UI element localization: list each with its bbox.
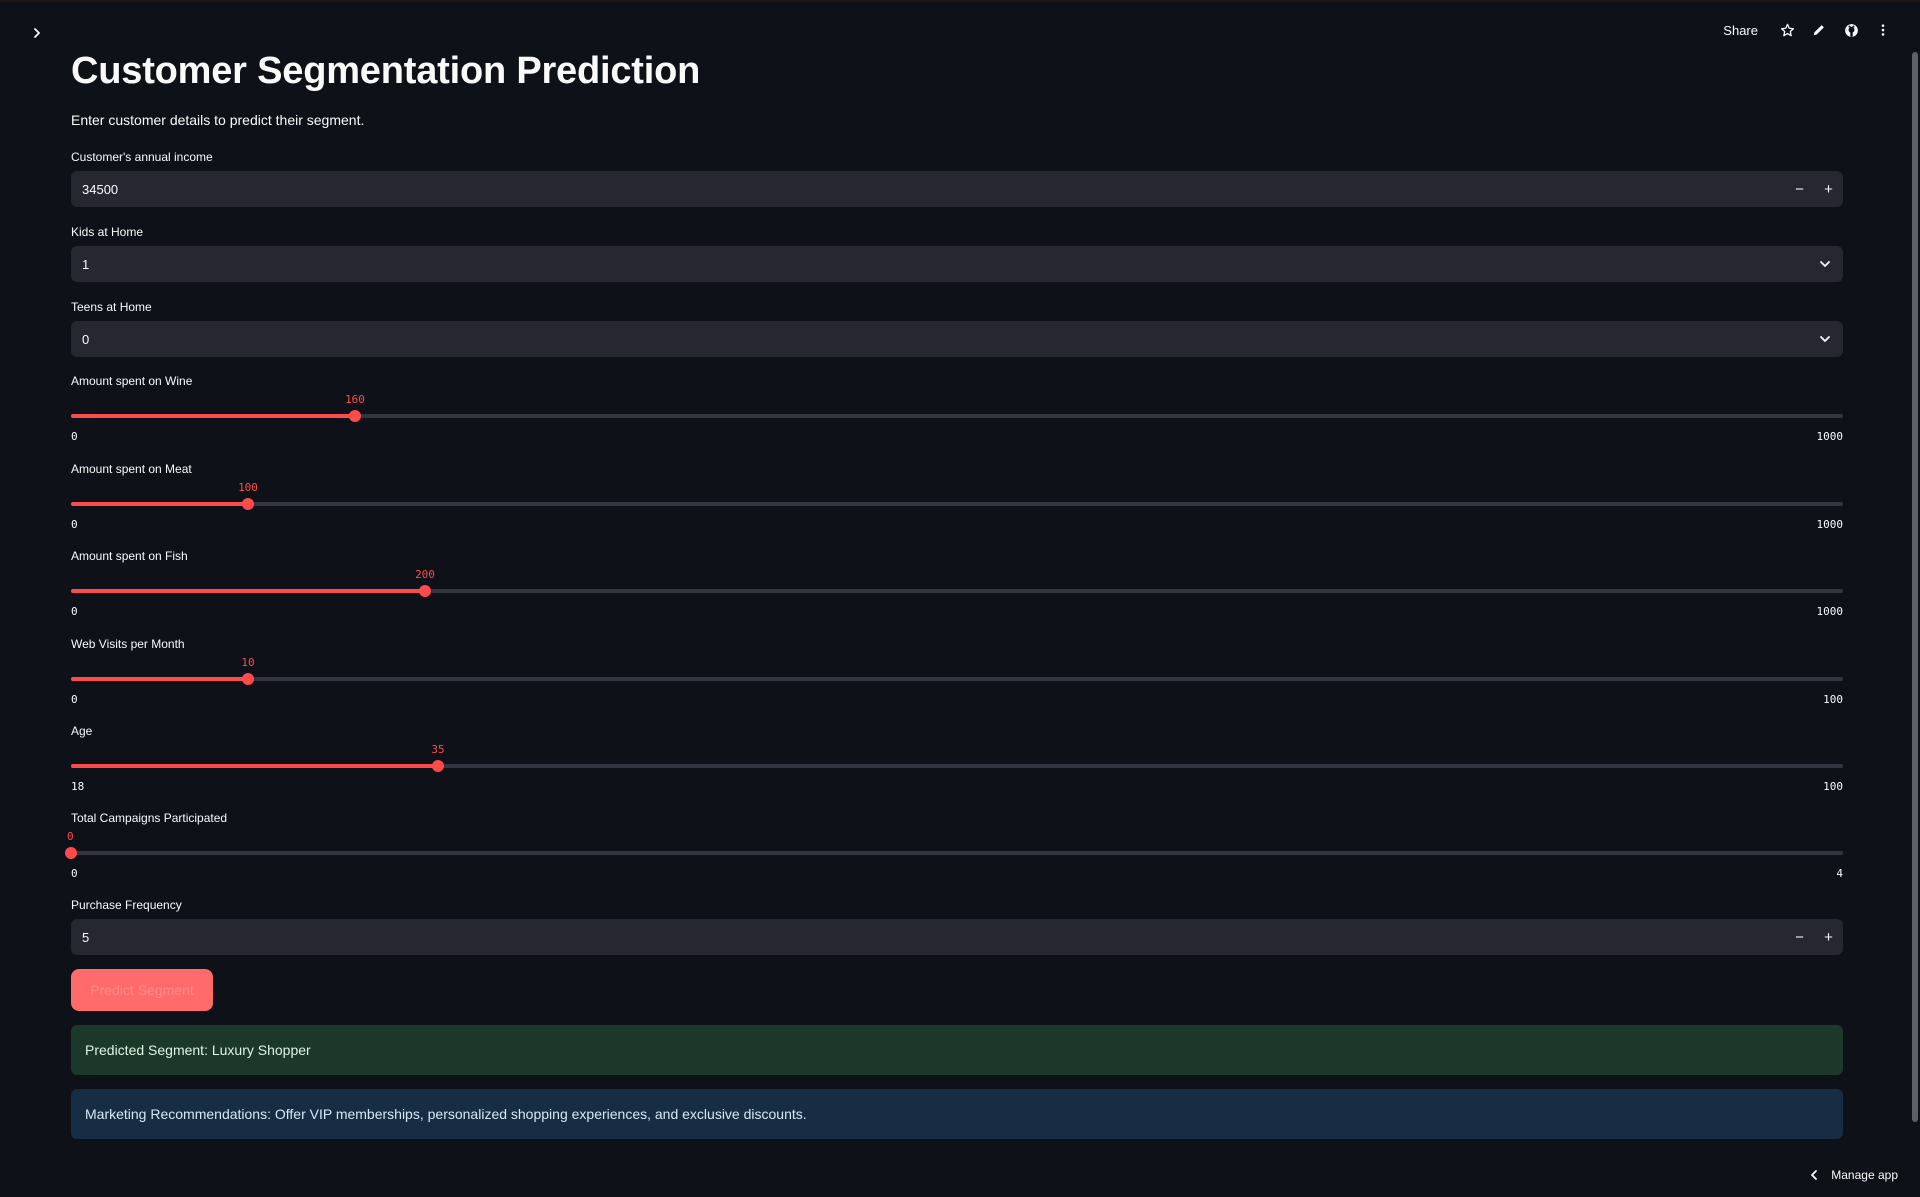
top-decoration-line (0, 0, 1920, 2)
meat-slider-label: Amount spent on Meat (71, 462, 192, 476)
teens-label: Teens at Home (71, 300, 152, 314)
edit-button[interactable] (1810, 21, 1828, 39)
slider-max-value: 1000 (1816, 518, 1844, 531)
main-menu-button[interactable] (1874, 21, 1892, 39)
slider-thumb[interactable] (242, 673, 254, 685)
wine-slider-label: Amount spent on Wine (71, 374, 193, 388)
slider-thumb[interactable] (65, 847, 77, 859)
income-increment-button[interactable]: + (1824, 180, 1833, 198)
frequency-value[interactable]: 5 (82, 929, 90, 945)
kids-select[interactable]: 1 (71, 246, 1843, 282)
income-stepper: − + (1785, 171, 1843, 207)
campaigns-slider[interactable]: 0 0 4 (65, 827, 1843, 880)
web-visits-slider-label: Web Visits per Month (71, 637, 185, 651)
kids-selected-value: 1 (82, 256, 90, 272)
slider-min-value: 0 (71, 430, 78, 443)
slider-track[interactable] (71, 589, 1843, 593)
chevron-right-icon (34, 28, 40, 38)
prediction-result-text: Predicted Segment: Luxury Shopper (85, 1042, 311, 1058)
age-slider-label: Age (71, 724, 93, 738)
slider-thumb[interactable] (349, 410, 361, 422)
fish-slider[interactable]: 200 0 1000 (71, 565, 1844, 618)
page-scrollbar[interactable] (1912, 52, 1918, 1122)
frequency-stepper: − + (1785, 919, 1843, 955)
teens-selected-value: 0 (82, 331, 90, 347)
slider-current-value: 160 (345, 393, 365, 406)
slider-current-value: 10 (241, 656, 255, 669)
slider-thumb[interactable] (419, 585, 431, 597)
income-decrement-button[interactable]: − (1795, 180, 1804, 198)
slider-min-value: 18 (71, 780, 85, 793)
slider-min-value: 0 (71, 867, 78, 880)
slider-current-value: 35 (431, 743, 445, 756)
app-toolbar: Share (1723, 18, 1892, 42)
slider-min-value: 0 (71, 518, 78, 531)
wine-slider[interactable]: 160 0 1000 (71, 390, 1844, 443)
teens-select[interactable]: 0 (71, 321, 1843, 357)
slider-track[interactable] (71, 414, 1843, 418)
page-subtitle: Enter customer details to predict their … (71, 112, 365, 128)
slider-thumb[interactable] (432, 760, 444, 772)
star-icon (1780, 23, 1794, 36)
star-button[interactable] (1778, 21, 1796, 39)
web-visits-slider[interactable]: 10 0 100 (71, 653, 1843, 706)
slider-fill (71, 764, 438, 768)
slider-min-value: 0 (71, 605, 78, 618)
kids-label: Kids at Home (71, 225, 144, 239)
github-icon (1844, 23, 1858, 37)
slider-min-value: 0 (71, 693, 78, 706)
slider-track[interactable] (71, 764, 1843, 768)
slider-track[interactable] (71, 851, 1843, 855)
meat-slider[interactable]: 100 0 1000 (71, 478, 1844, 531)
share-button[interactable]: Share (1723, 22, 1758, 38)
campaigns-slider-label: Total Campaigns Participated (71, 811, 228, 825)
slider-max-value: 100 (1823, 780, 1843, 793)
frequency-number-input[interactable]: 5 − + (71, 919, 1843, 955)
chevron-down-icon (1820, 336, 1830, 342)
fish-slider-label: Amount spent on Fish (71, 549, 188, 563)
income-label: Customer's annual income (71, 150, 213, 164)
slider-fill (71, 589, 425, 593)
income-value[interactable]: 34500 (82, 181, 119, 197)
slider-fill (71, 677, 248, 681)
page-title: Customer Segmentation Prediction (71, 50, 701, 92)
slider-max-value: 4 (1836, 867, 1843, 880)
slider-max-value: 1000 (1816, 430, 1844, 443)
slider-current-value: 0 (67, 830, 74, 843)
chevron-left-icon (1811, 1170, 1818, 1180)
recommendation-alert: Marketing Recommendations: Offer VIP mem… (71, 1089, 1843, 1139)
slider-fill (71, 414, 355, 418)
slider-thumb[interactable] (242, 498, 254, 510)
prediction-result-alert: Predicted Segment: Luxury Shopper (71, 1025, 1843, 1075)
more-vertical-icon (1881, 24, 1885, 36)
frequency-decrement-button[interactable]: − (1795, 928, 1804, 946)
predict-segment-button[interactable]: Predict Segment (71, 969, 213, 1011)
manage-app-button[interactable]: Manage app (1809, 1168, 1898, 1182)
slider-track[interactable] (71, 502, 1843, 506)
frequency-increment-button[interactable]: + (1824, 928, 1833, 946)
slider-track[interactable] (71, 677, 1843, 681)
income-number-input[interactable]: 34500 − + (71, 171, 1843, 207)
age-slider[interactable]: 35 18 100 (71, 740, 1843, 793)
slider-fill (71, 502, 248, 506)
slider-current-value: 100 (238, 481, 258, 494)
slider-max-value: 100 (1823, 693, 1843, 706)
sidebar-toggle-button[interactable] (24, 22, 50, 44)
recommendation-text: Marketing Recommendations: Offer VIP mem… (85, 1106, 807, 1122)
github-button[interactable] (1842, 21, 1860, 39)
frequency-label: Purchase Frequency (71, 898, 182, 912)
slider-max-value: 1000 (1816, 605, 1844, 618)
slider-current-value: 200 (415, 568, 435, 581)
chevron-down-icon (1820, 261, 1830, 267)
pencil-icon (1813, 25, 1824, 36)
manage-app-label: Manage app (1831, 1168, 1898, 1182)
